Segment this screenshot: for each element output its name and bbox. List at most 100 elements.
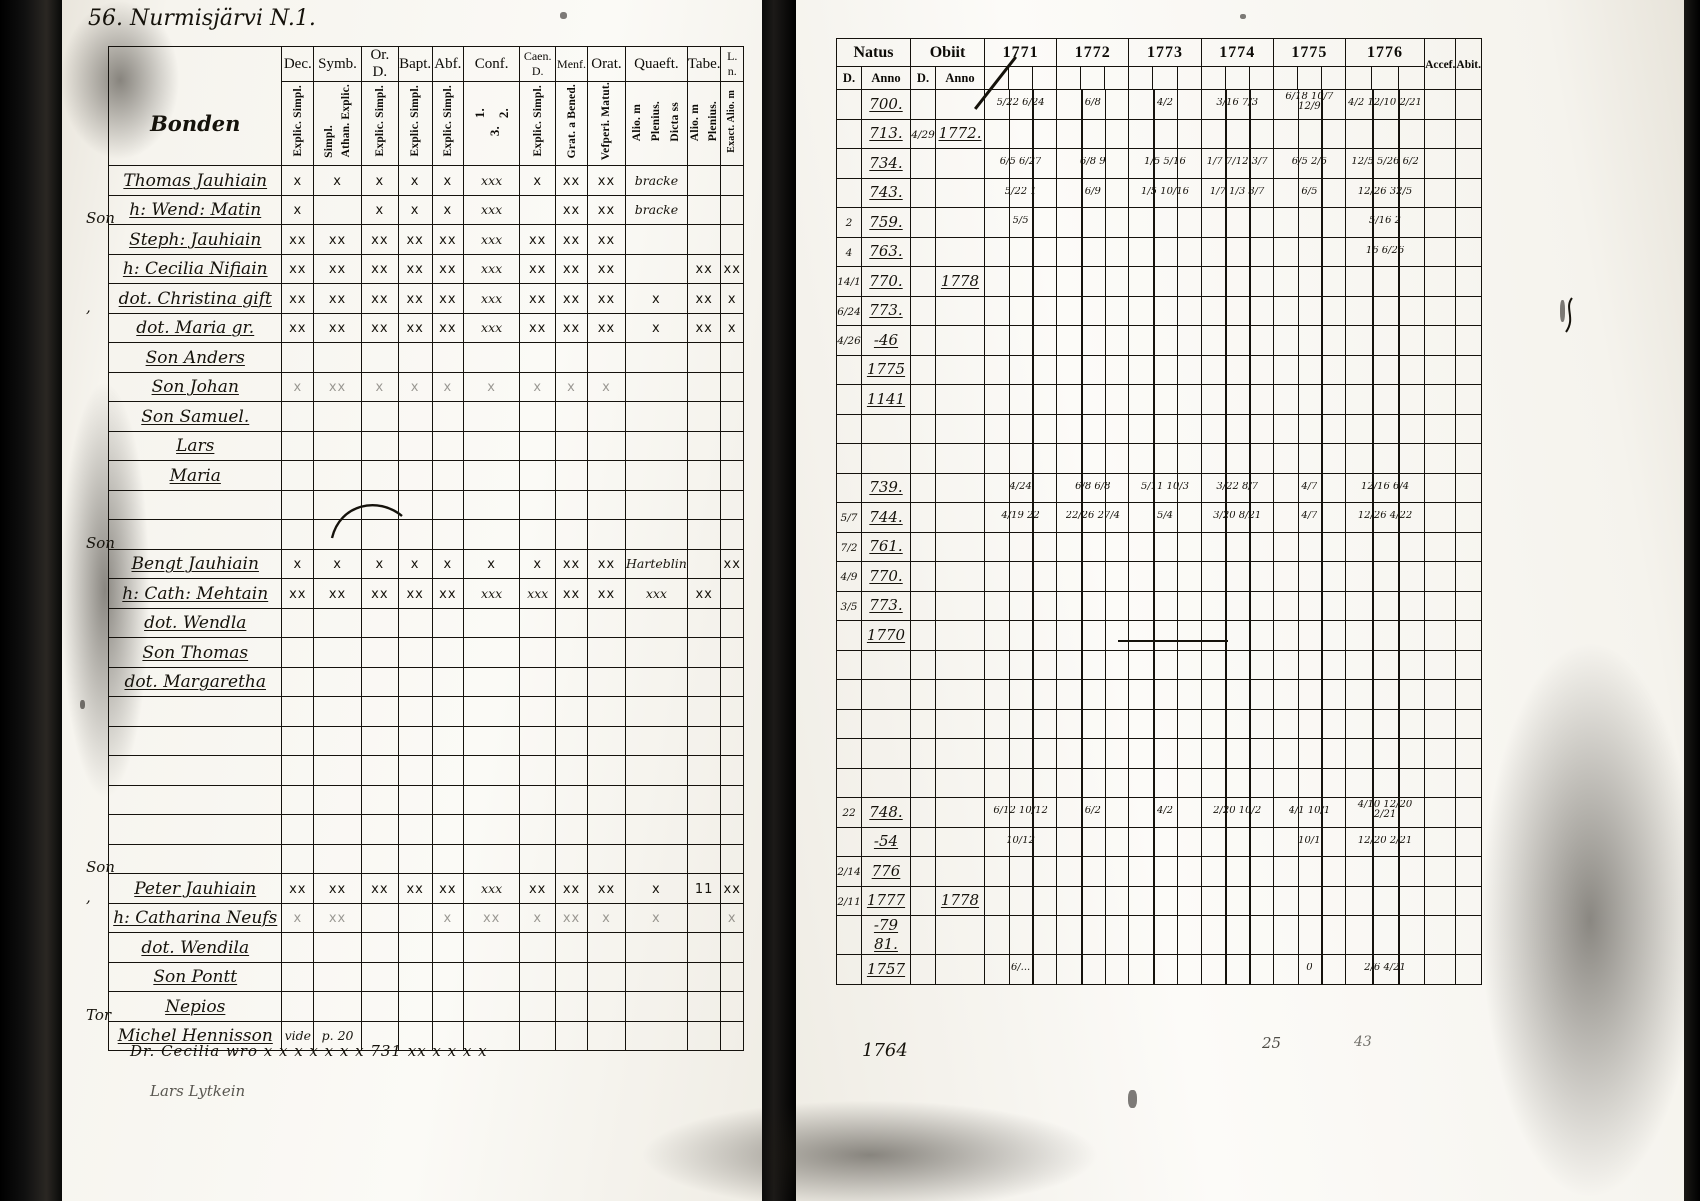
obiit-year-cell [935, 295, 985, 326]
column-rule [1032, 886, 1035, 915]
year-entry: 3/20 8/21 [1213, 511, 1262, 522]
column-rule [1372, 90, 1374, 119]
year-cell-1772 [1056, 954, 1130, 985]
column-rule [1080, 385, 1083, 414]
mark-cell [686, 401, 722, 432]
table-row [836, 443, 1482, 474]
accef-cell [1424, 856, 1457, 887]
accef-cell [1424, 915, 1457, 955]
person-name: dot. Wendla [144, 613, 247, 634]
natus-day-cell: 2/14 [836, 856, 862, 887]
attendance-marks: xx [723, 881, 741, 897]
subhdr-1773-b [1152, 66, 1178, 90]
person-name: Peter Jauhiain [134, 878, 257, 899]
abit-cell [1455, 148, 1482, 179]
year-cell-1776 [1345, 738, 1426, 769]
mark-cell [361, 784, 399, 816]
year-cell-1774 [1200, 679, 1274, 710]
natus-day-cell [836, 177, 862, 208]
mark-cell [720, 401, 744, 432]
column-rule [1372, 503, 1374, 532]
row-name-cell: Thomas Jauhiain [107, 165, 283, 196]
column-rule [1032, 916, 1035, 954]
accef-cell [1424, 325, 1457, 356]
mark-cell [555, 784, 588, 816]
obiit-year: 1778 [940, 271, 980, 290]
year-cell-1776 [1345, 325, 1426, 356]
mark-cell: x [431, 165, 465, 196]
obiit-year-cell [935, 590, 985, 621]
year-cell-1771 [983, 325, 1058, 356]
mark-cell [431, 843, 465, 875]
attendance-marks: x [410, 173, 420, 189]
table-row: Steph: Jauhiain xx xx xx xx xx xxx xx xx xx [107, 224, 744, 255]
natus-day-cell [836, 384, 862, 415]
mark-cell [313, 696, 362, 727]
mark-cell: x [361, 371, 399, 403]
column-rule [1321, 503, 1323, 532]
mark-cell [555, 430, 588, 462]
mark-cell: x [463, 371, 521, 403]
abit-cell [1455, 561, 1482, 592]
subhdr-natus-d: D. [836, 66, 862, 90]
column-rule [1398, 326, 1400, 355]
year-cell-1775: 4/7 [1272, 502, 1347, 533]
colgroup-quaest: Quaeft. [624, 46, 688, 82]
mark-cell [624, 784, 688, 816]
mark-cell [519, 991, 557, 1022]
mark-cell: xx [361, 224, 399, 255]
attendance-marks: x [727, 911, 737, 927]
natus-year-cell: 770. [861, 561, 911, 592]
column-rule [1372, 709, 1374, 738]
mark-cell: x [555, 371, 588, 403]
abit-cell [1455, 954, 1482, 985]
year-cell-1773 [1128, 767, 1202, 798]
column-rule [1032, 680, 1035, 709]
column-rule [1008, 650, 1011, 679]
column-rule [1372, 532, 1374, 561]
column-rule [1249, 414, 1251, 443]
year-cell-1771 [983, 767, 1058, 798]
column-rule [1372, 591, 1374, 620]
table-row: -54 10/12 10/1 12/20 2/21 [836, 826, 1482, 857]
column-rule [1080, 916, 1083, 954]
year-entry: 12/16 6/4 [1360, 481, 1410, 492]
year-cell-1773 [1128, 856, 1202, 887]
mark-cell [463, 961, 521, 993]
year-entry: 4/7 [1301, 481, 1318, 492]
column-rule [1398, 886, 1400, 915]
obiit-year-cell: 1778 [935, 266, 985, 297]
mark-cell [555, 637, 588, 668]
subhdr-1773-c [1176, 66, 1202, 90]
obiit-day-cell [910, 620, 936, 651]
column-rule [1104, 355, 1107, 384]
year-cell-1776: 5/16 2 [1345, 207, 1426, 238]
year-cell-1771: 6/12 10/12 [983, 797, 1058, 828]
right-header-sub-row: D. Anno D. Anno [836, 66, 1482, 90]
year-cell-1772 [1056, 413, 1130, 444]
year-cell-1771 [983, 236, 1058, 267]
column-rule [1249, 621, 1251, 650]
table-row: 1770 [836, 620, 1482, 651]
mark-cell [686, 460, 722, 491]
abit-cell [1455, 502, 1482, 533]
year-cell-1772 [1056, 915, 1130, 955]
column-rule [1297, 955, 1300, 984]
attendance-marks: xx [597, 321, 616, 337]
column-rule [1104, 385, 1107, 414]
column-rule [1225, 385, 1227, 414]
year-cell-1774 [1200, 354, 1274, 385]
column-rule [1225, 414, 1227, 443]
mark-cell: xx [555, 578, 588, 609]
column-rule [1176, 208, 1179, 237]
cell-note: xxx [527, 585, 549, 601]
person-name: Maria [169, 465, 221, 486]
mark-cell [686, 755, 722, 786]
mark-cell: xx [281, 253, 315, 285]
column-rule [1176, 414, 1179, 443]
column-rule [1080, 90, 1083, 119]
person-name: dot. Margaretha [124, 672, 267, 693]
column-rule [1321, 414, 1323, 443]
attendance-marks: xx [562, 586, 581, 602]
mark-cell [463, 666, 521, 698]
